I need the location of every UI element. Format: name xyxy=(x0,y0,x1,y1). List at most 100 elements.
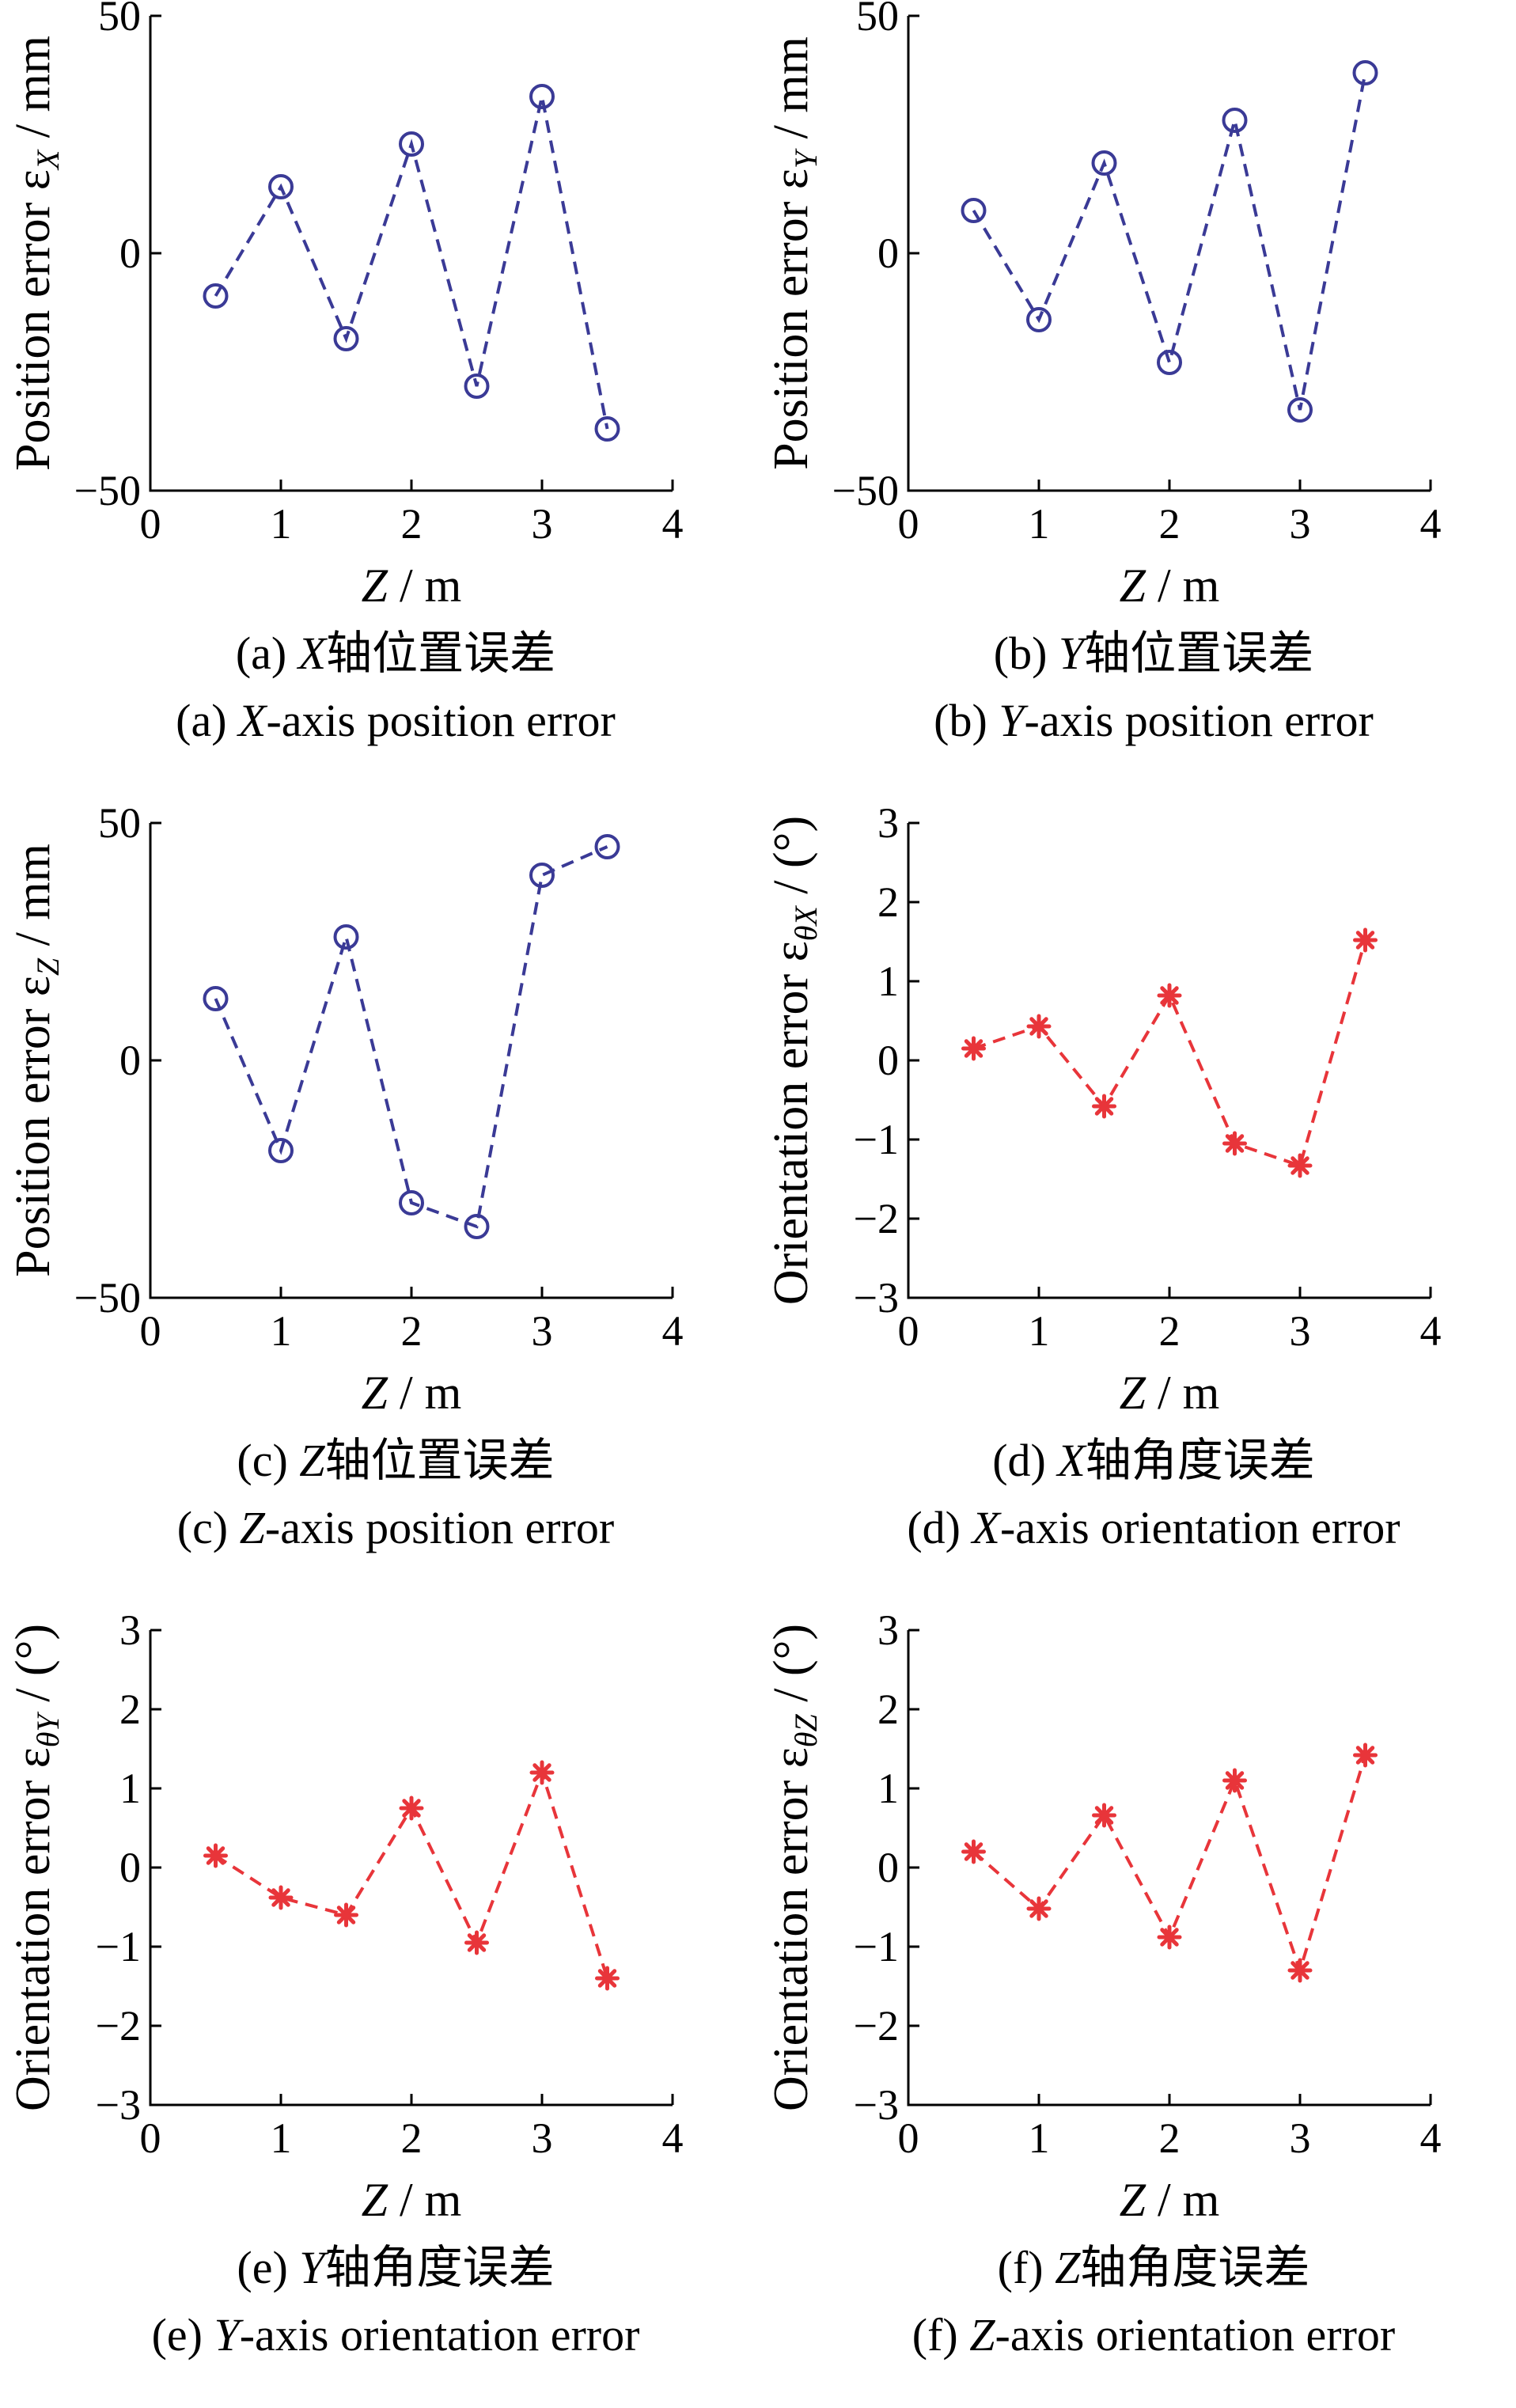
data-point xyxy=(961,1839,986,1864)
y-tick-label: −1 xyxy=(854,1116,899,1163)
caption-en: (c) Z-axis position error xyxy=(177,1502,614,1553)
data-point xyxy=(464,1930,489,1955)
y-axis-label-text: Orientation error ε xyxy=(764,1747,818,2111)
caption-cn-prefix: (d) xyxy=(992,1435,1057,1486)
caption-en-text: -axis position error xyxy=(1025,695,1374,746)
caption-cn-text: 轴位置误差 xyxy=(326,628,555,679)
data-point xyxy=(595,1966,620,1991)
y-tick-label: 3 xyxy=(877,807,899,847)
x-axis-label-var: Z xyxy=(362,559,388,612)
x-tick-label: 1 xyxy=(1029,2114,1050,2162)
series-line xyxy=(214,96,609,430)
data-point xyxy=(1353,927,1378,953)
y-axis-label-text: Position error ε xyxy=(6,169,60,471)
caption-cn-prefix: (b) xyxy=(994,628,1059,679)
data-point xyxy=(1287,1958,1313,1983)
caption-en-var: X xyxy=(237,695,268,746)
x-axis-label-unit: / m xyxy=(1146,559,1219,612)
data-point xyxy=(1222,1768,1247,1793)
y-tick-label: 50 xyxy=(856,0,899,40)
y-axis-label-unit: / mm xyxy=(764,36,818,151)
x-axis-label: Z / m xyxy=(1120,2174,1220,2226)
data-point xyxy=(333,924,359,950)
y-axis-label-subscript: Z xyxy=(30,958,66,976)
data-point xyxy=(594,834,620,859)
caption-en: (f) Z-axis orientation error xyxy=(912,2309,1395,2361)
x-axis-label-var: Z xyxy=(362,2174,388,2226)
x-axis-label-var: Z xyxy=(362,1367,388,1419)
y-tick-label: 0 xyxy=(119,229,141,277)
caption-cn: (d) X轴角度误差 xyxy=(992,1435,1315,1486)
caption-cn: (f) Z轴角度误差 xyxy=(998,2242,1310,2293)
data-point xyxy=(529,84,555,109)
y-tick-label: 1 xyxy=(877,958,899,1005)
caption-en-var: Z xyxy=(240,1502,266,1553)
y-axis-label-subscript: X xyxy=(30,149,66,171)
y-tick-label: 0 xyxy=(119,1844,141,1891)
caption-en-prefix: (e) xyxy=(152,2309,214,2361)
x-tick-label: 0 xyxy=(140,1307,161,1355)
y-tick-label: −3 xyxy=(854,1274,899,1322)
y-tick-label: −50 xyxy=(832,467,899,514)
data-point xyxy=(594,416,620,442)
x-tick-label: 2 xyxy=(1159,500,1181,548)
chart-panel-a: 0 1 2 3 4 −50 0 50 Position error εX / mm Z / m (a… xyxy=(0,0,758,791)
x-tick-label: 3 xyxy=(532,1307,553,1355)
caption-cn-var: X xyxy=(297,628,328,679)
y-axis-label-text: Position error ε xyxy=(764,169,818,470)
x-tick-label: 1 xyxy=(271,2114,292,2162)
x-tick-label: 3 xyxy=(1290,500,1311,548)
y-axis-label: Position error εZ / mm xyxy=(6,844,66,1277)
data-point xyxy=(1287,1153,1313,1178)
series-line xyxy=(972,939,1367,1168)
x-axis-label: Z / m xyxy=(362,2174,462,2226)
x-axis-label-unit: / m xyxy=(1146,2174,1219,2226)
caption-cn: (b) Y轴位置误差 xyxy=(994,628,1313,679)
caption-cn-var: Z xyxy=(299,1435,325,1486)
y-axis-label-text: Orientation error ε xyxy=(6,1747,60,2111)
x-axis-label-unit: / m xyxy=(388,1367,461,1419)
data-point xyxy=(529,863,555,888)
y-tick-label: 1 xyxy=(877,1765,899,1812)
data-point xyxy=(529,1760,555,1785)
data-point xyxy=(464,1214,490,1239)
data-point xyxy=(1026,1896,1052,1921)
x-tick-label: 0 xyxy=(140,500,161,548)
caption-cn-text: 轴角度误差 xyxy=(1086,1435,1315,1486)
caption-cn-text: 轴角度误差 xyxy=(1080,2242,1309,2293)
data-point xyxy=(961,1036,986,1061)
y-tick-label: 0 xyxy=(877,229,899,277)
data-point xyxy=(268,174,294,199)
axis-lines xyxy=(149,1630,673,2107)
data-point xyxy=(961,198,987,223)
caption-en-prefix: (a) xyxy=(176,695,238,746)
x-tick-label: 4 xyxy=(1420,2114,1442,2162)
caption-en: (a) X-axis position error xyxy=(176,695,616,746)
caption-en: (d) X-axis orientation error xyxy=(907,1502,1400,1553)
y-tick-label: −3 xyxy=(854,2081,899,2129)
y-tick-label: −2 xyxy=(854,2002,899,2050)
y-axis-label-unit: / (°) xyxy=(6,1624,60,1714)
y-tick-label: 50 xyxy=(98,807,141,847)
caption-cn: (e) Y轴角度误差 xyxy=(237,2242,554,2293)
y-tick-label: 0 xyxy=(877,1037,899,1084)
data-point xyxy=(1353,1742,1378,1768)
x-axis-label-unit: / m xyxy=(1146,1367,1219,1419)
caption-cn-var: Y xyxy=(1059,628,1089,679)
data-point xyxy=(399,131,424,157)
y-tick-label: −50 xyxy=(74,467,141,514)
data-point xyxy=(399,1796,424,1821)
x-tick-label: 0 xyxy=(140,2114,161,2162)
x-axis-label: Z / m xyxy=(362,559,462,612)
x-tick-label: 0 xyxy=(898,1307,919,1355)
caption-en-var: Y xyxy=(999,695,1029,746)
y-tick-label: 3 xyxy=(119,1614,141,1654)
y-axis-label: Orientation error εθZ / (°) xyxy=(764,1624,824,2111)
caption-cn: (a) X轴位置误差 xyxy=(236,628,555,679)
data-point xyxy=(203,1843,228,1868)
chart-panel-b: 0 1 2 3 4 −50 0 50 Position error εY / mm Z / m (b… xyxy=(758,0,1516,791)
data-point xyxy=(1157,350,1182,375)
data-point xyxy=(1222,1131,1247,1156)
data-point xyxy=(203,986,229,1011)
axis-lines xyxy=(149,16,673,492)
